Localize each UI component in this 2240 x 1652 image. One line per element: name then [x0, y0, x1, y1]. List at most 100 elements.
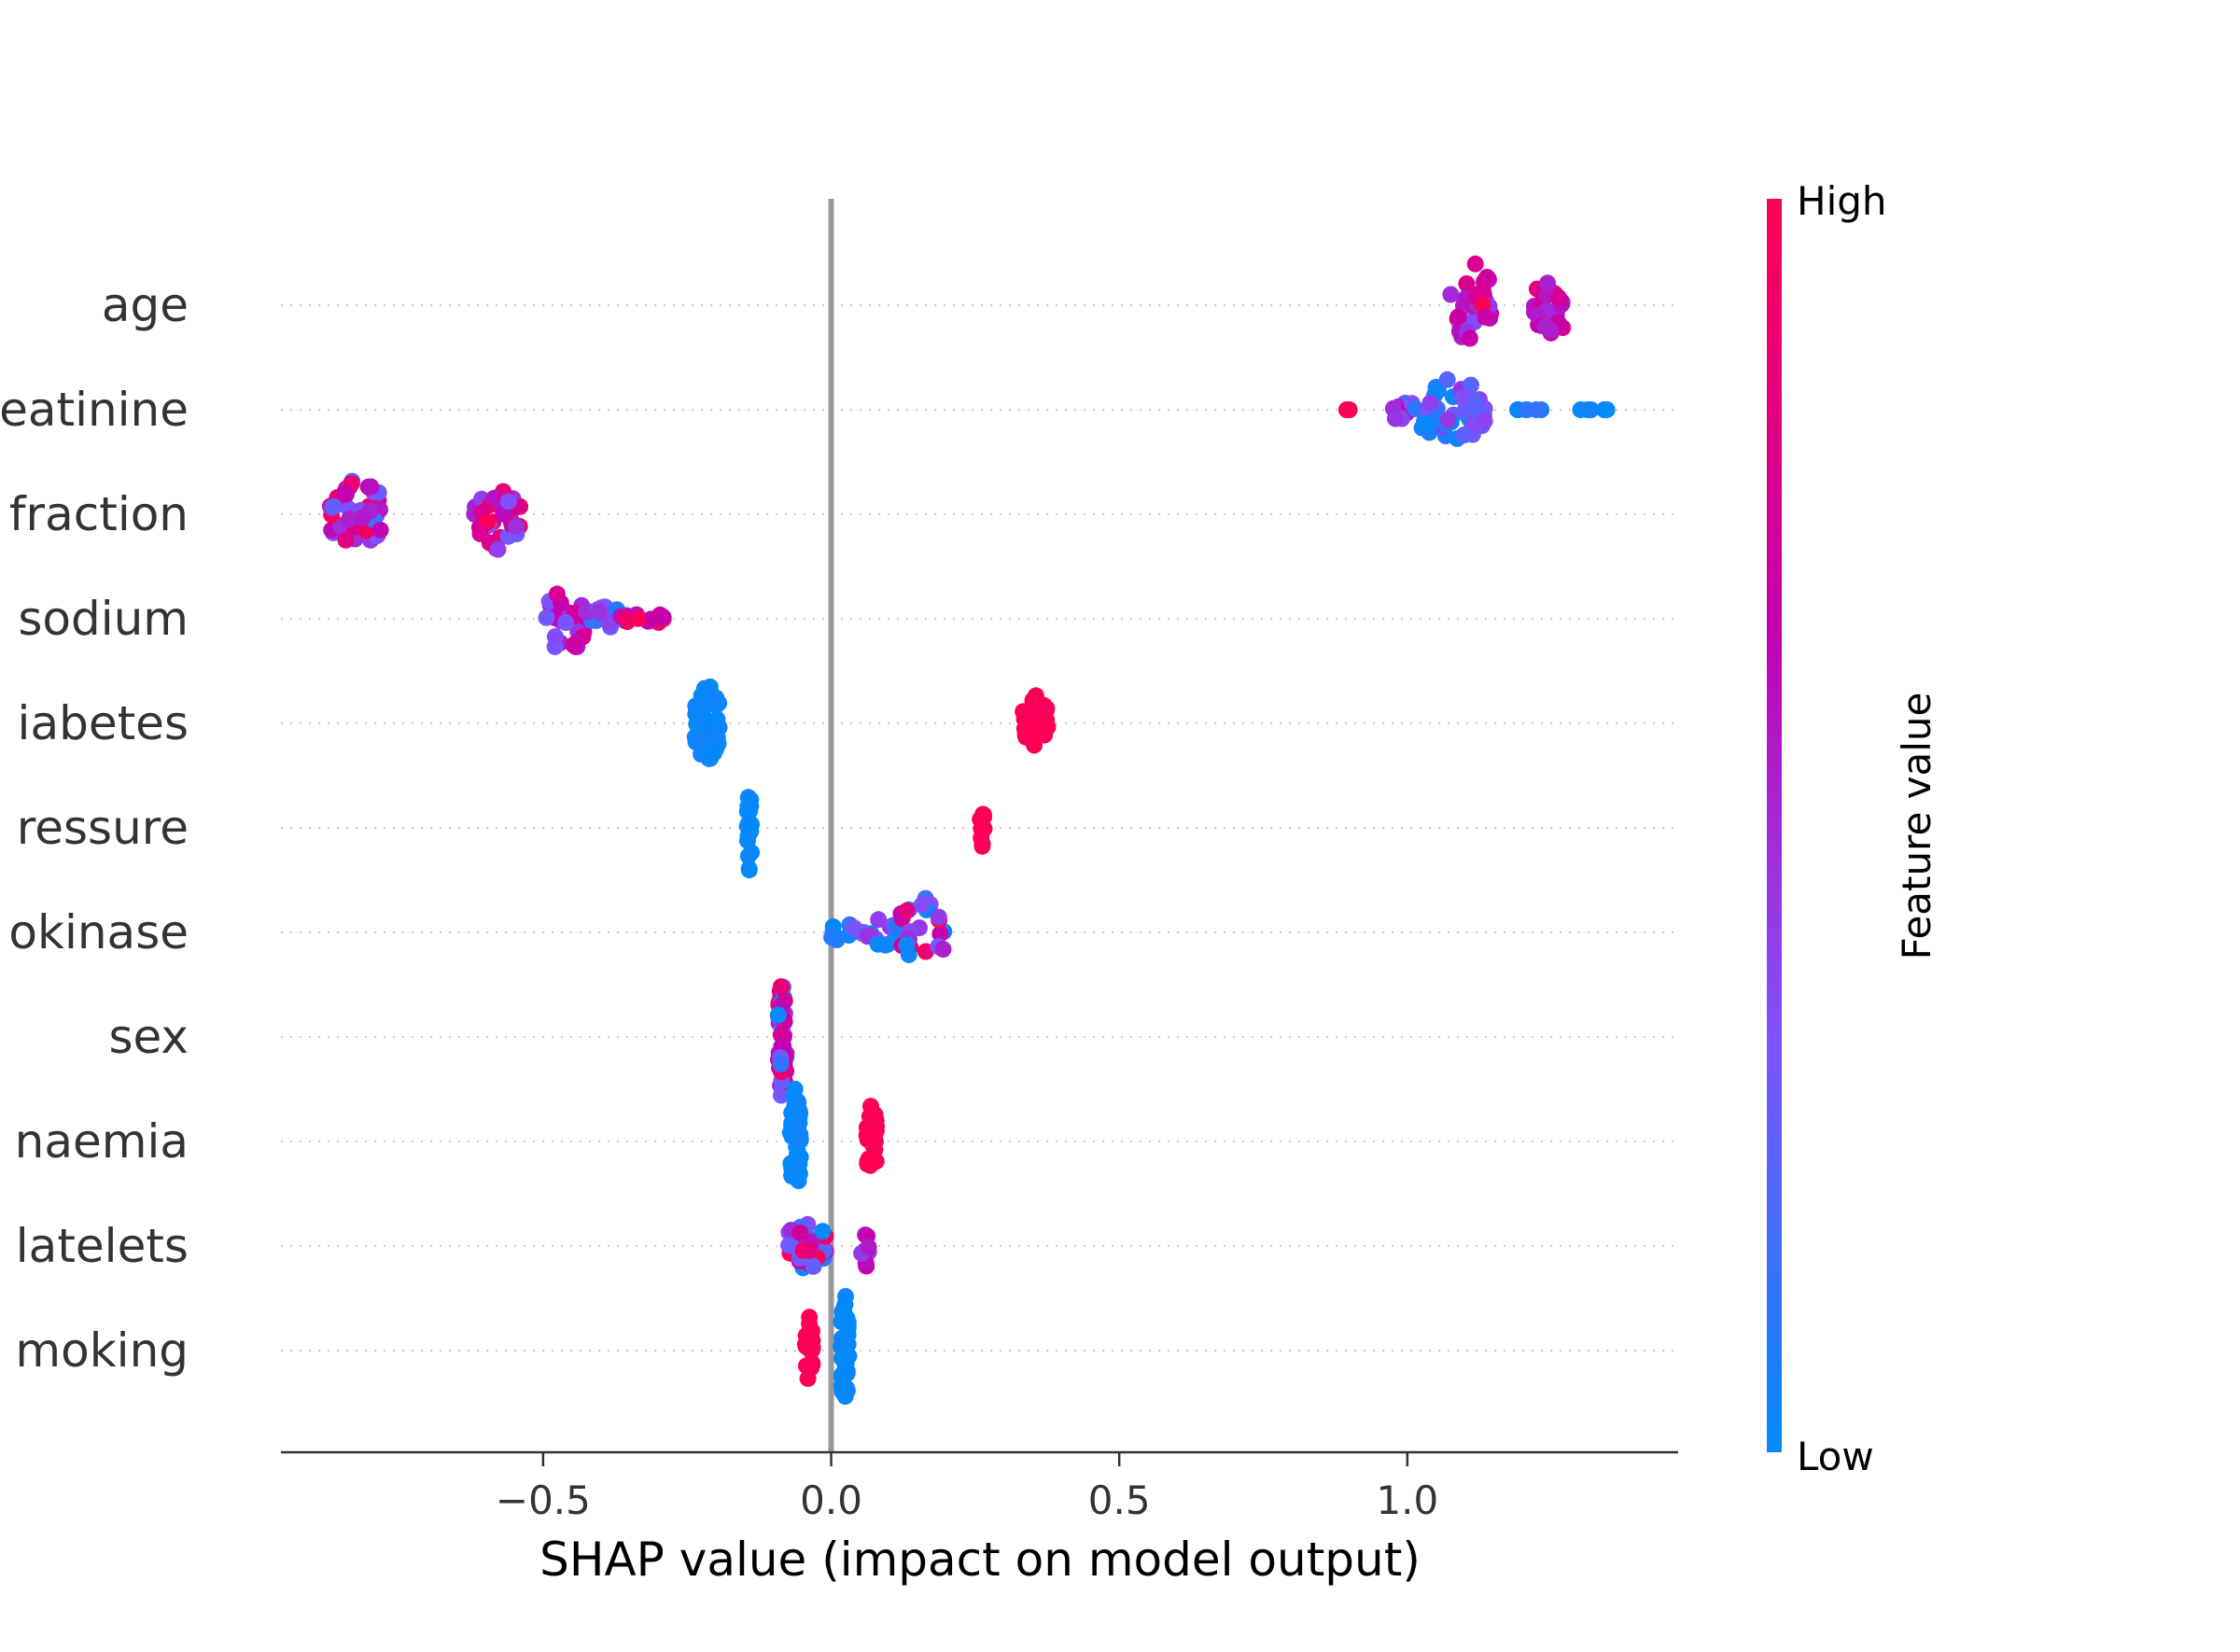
feature-label-iabetes: iabetes	[18, 696, 189, 750]
shap-point	[489, 540, 507, 558]
shap-point	[1455, 427, 1473, 444]
shap-point	[695, 679, 713, 697]
shap-point	[707, 691, 724, 708]
shap-point	[934, 941, 952, 959]
shap-point	[801, 1357, 819, 1374]
feature-labels: age eatinine fraction sodium iabetes ressure o…	[0, 278, 189, 1378]
shap-point	[337, 531, 355, 549]
shap-point	[354, 509, 371, 526]
shap-point	[1477, 308, 1494, 326]
shap-point	[828, 931, 846, 948]
shap-point	[1338, 401, 1356, 418]
shap-point	[739, 798, 757, 816]
shap-point	[772, 1056, 790, 1072]
shap-point	[546, 628, 564, 646]
colorbar-low-label: Low	[1797, 1434, 1874, 1479]
feature-label-okinase: okinase	[8, 905, 189, 959]
shap-point	[1438, 371, 1456, 388]
shap-point	[814, 1223, 832, 1240]
shap-point	[864, 1137, 882, 1155]
shap-point	[801, 1241, 819, 1259]
shap-point	[1442, 286, 1460, 303]
shap-point	[974, 805, 992, 823]
shap-point	[1467, 393, 1485, 410]
feature-label-eatinine: eatinine	[0, 383, 189, 437]
shap-point	[1458, 275, 1476, 292]
shap-point	[836, 1295, 854, 1313]
feature-label-ressure: ressure	[17, 801, 189, 855]
shap-point	[838, 1309, 856, 1327]
shap-point	[1461, 329, 1478, 347]
feature-label-sex: sex	[108, 1010, 189, 1064]
shap-point	[1038, 711, 1056, 729]
shap-point	[898, 902, 916, 919]
shap-point	[1550, 288, 1567, 306]
x-tick-label: 0.0	[800, 1477, 862, 1523]
shap-point	[557, 614, 575, 631]
shap-point	[867, 1112, 885, 1129]
shap-point	[629, 609, 647, 627]
shap-point	[1478, 269, 1496, 286]
shap-point	[1029, 726, 1047, 744]
colorbar-high-label: High	[1797, 178, 1887, 224]
shap-point	[786, 1080, 804, 1098]
shap-point	[742, 815, 760, 833]
shap-point	[705, 744, 722, 762]
shap-points	[321, 255, 1616, 1406]
shap-point	[772, 978, 790, 996]
shap-point	[694, 706, 711, 723]
shap-point	[1449, 308, 1467, 326]
shap-point	[548, 585, 566, 603]
shap-point	[917, 943, 934, 960]
shap-point	[1474, 282, 1491, 300]
x-axis-ticks: −0.5 0.0 0.5 1.0	[496, 1452, 1438, 1523]
shap-point	[869, 935, 887, 953]
shap-point	[791, 1224, 809, 1241]
x-tick-label: 1.0	[1376, 1477, 1438, 1523]
shap-point	[1024, 697, 1042, 715]
feature-label-sodium: sodium	[18, 592, 189, 646]
shap-point	[973, 837, 991, 855]
shap-point	[337, 485, 355, 503]
shap-point	[913, 896, 931, 914]
feature-label-naemia: naemia	[15, 1114, 189, 1169]
shap-point	[1528, 401, 1545, 418]
shap-point	[1439, 412, 1457, 429]
feature-label-age: age	[102, 278, 189, 332]
shap-point	[898, 936, 916, 954]
shap-point	[341, 511, 358, 528]
colorbar-title: Feature value	[1894, 693, 1939, 960]
feature-label-moking: moking	[15, 1323, 189, 1378]
shap-point	[739, 847, 757, 865]
feature-label-fraction: fraction	[9, 487, 189, 541]
shap-point	[769, 1006, 787, 1024]
shap-point	[1417, 415, 1435, 433]
shap-point	[783, 1167, 801, 1184]
shap-point	[791, 1104, 809, 1122]
shap-point	[1421, 394, 1439, 412]
shap-point	[325, 497, 343, 515]
shap-point	[791, 1132, 809, 1149]
shap-point	[931, 925, 949, 943]
shap-point	[1539, 274, 1557, 292]
shap-point	[471, 525, 489, 542]
shap-point	[1582, 401, 1600, 418]
shap-point	[1466, 255, 1484, 273]
shap-point	[797, 1327, 815, 1344]
shap-point	[1598, 401, 1616, 418]
shap-point	[1387, 410, 1404, 427]
shap-point	[1016, 725, 1034, 743]
shap-point	[654, 609, 672, 626]
shap-point	[499, 493, 517, 511]
shap-point	[508, 518, 525, 536]
shap-point	[975, 820, 993, 837]
shap-point	[1475, 412, 1492, 429]
shap-point	[833, 1339, 850, 1357]
feature-label-latelets: latelets	[16, 1219, 189, 1273]
shap-point	[930, 908, 947, 926]
shap-point	[740, 861, 758, 879]
shap-point	[861, 1155, 878, 1172]
shap-point	[860, 1239, 877, 1256]
shap-point	[1536, 317, 1554, 335]
